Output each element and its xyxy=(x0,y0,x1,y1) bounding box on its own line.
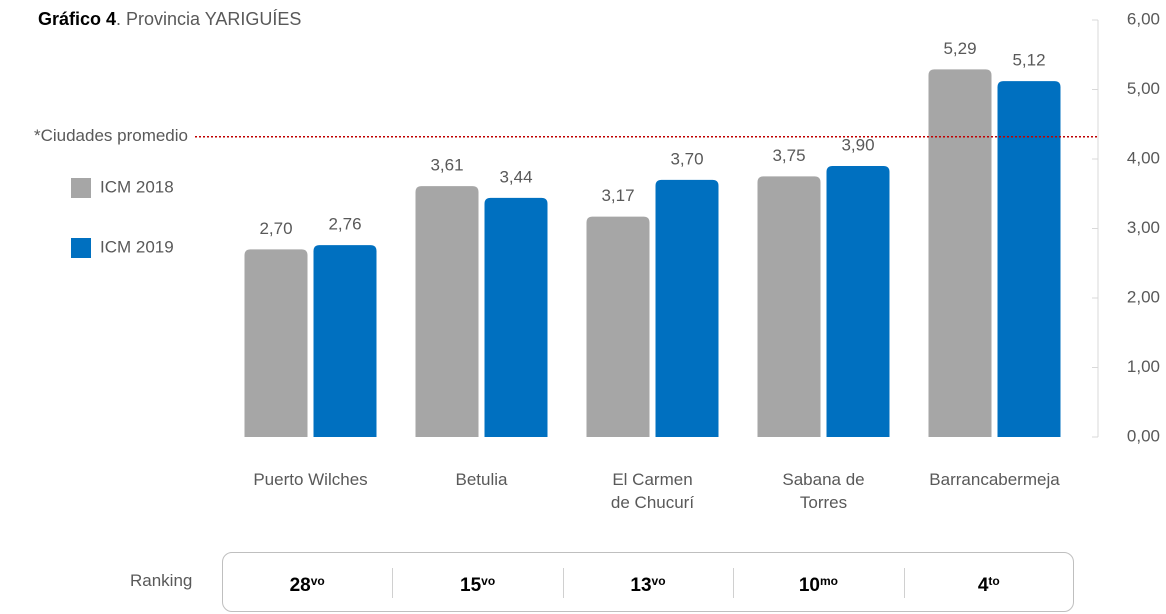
value-label: 3,44 xyxy=(499,167,532,186)
value-label: 3,70 xyxy=(670,149,703,168)
ranking-number: 4 xyxy=(977,575,989,596)
ranking-suffix: vo xyxy=(310,574,325,588)
ranking-divider xyxy=(733,568,735,598)
y-tick-label: 0,00 xyxy=(1127,426,1160,445)
x-tick-label: Sabana de Torres xyxy=(782,470,865,512)
ranking-cell: 13vo xyxy=(563,566,733,596)
value-label: 2,76 xyxy=(328,215,361,234)
y-tick-label: 1,00 xyxy=(1127,357,1160,376)
bar xyxy=(586,216,650,437)
y-tick-label: 2,00 xyxy=(1127,287,1160,306)
value-label: 3,75 xyxy=(772,146,805,165)
legend-swatch xyxy=(71,238,91,258)
value-label: 3,61 xyxy=(430,156,463,175)
y-tick-label: 3,00 xyxy=(1127,218,1160,237)
ranking-cell: 10mo xyxy=(733,566,903,596)
subtitle: . Provincia YARIGUÍES xyxy=(116,9,301,29)
y-tick-label: 4,00 xyxy=(1127,148,1160,167)
value-label: 2,70 xyxy=(259,219,292,238)
ranking-number: 28 xyxy=(289,575,311,596)
ranking-cell: 28vo xyxy=(222,566,392,596)
ranking-number: 15 xyxy=(460,575,482,596)
ranking-suffix: mo xyxy=(819,574,838,588)
value-label: 5,29 xyxy=(943,39,976,58)
ranking-suffix: vo xyxy=(651,574,666,588)
ranking-number: 10 xyxy=(798,575,820,596)
ranking-box xyxy=(222,552,1074,612)
chart-title: Gráfico 4. Provincia YARIGUÍES xyxy=(38,9,301,29)
value-label: 5,12 xyxy=(1012,51,1045,70)
bar xyxy=(655,179,719,437)
ranking-divider xyxy=(562,568,564,598)
bar xyxy=(997,81,1061,437)
bar xyxy=(313,245,377,437)
ranking-divider xyxy=(903,568,905,598)
legend-label: ICM 2019 xyxy=(100,237,174,256)
ranking-number: 13 xyxy=(630,575,652,596)
ranking-label: Ranking xyxy=(130,571,193,590)
value-label: 3,17 xyxy=(601,186,634,205)
bar xyxy=(928,69,992,437)
x-tick-label: Barrancabermeja xyxy=(929,470,1060,489)
ranking-suffix: vo xyxy=(481,574,496,588)
legend-label: ICM 2018 xyxy=(100,177,174,196)
ranking-divider xyxy=(392,568,394,598)
bar xyxy=(484,197,548,437)
bar xyxy=(826,165,890,437)
x-tick-label: Betulia xyxy=(455,470,508,489)
y-tick-label: 6,00 xyxy=(1127,9,1160,28)
x-tick-label: Puerto Wilches xyxy=(253,470,368,489)
bar xyxy=(244,249,308,437)
bar xyxy=(415,186,479,437)
ranking-cell: 15vo xyxy=(392,566,562,596)
reference-label: *Ciudades promedio xyxy=(34,126,188,145)
ranking-suffix: to xyxy=(988,574,1000,588)
value-label: 3,90 xyxy=(841,135,874,154)
legend-swatch xyxy=(71,178,91,198)
y-tick-label: 5,00 xyxy=(1127,79,1160,98)
title: Gráfico 4 xyxy=(38,9,116,29)
x-tick-label: El Carmen de Chucurí xyxy=(610,470,695,512)
ranking-cell: 4to xyxy=(904,566,1074,596)
bar xyxy=(757,176,821,437)
